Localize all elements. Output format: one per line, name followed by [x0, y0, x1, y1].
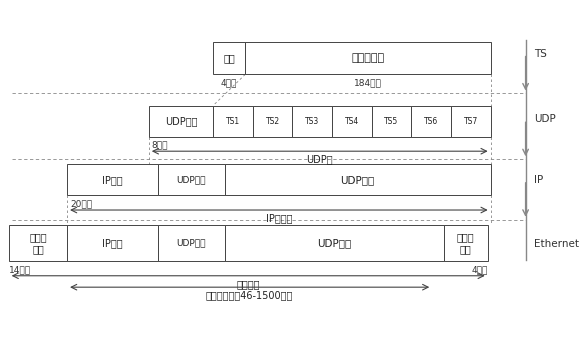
Text: 4字节: 4字节 — [221, 79, 238, 88]
Bar — [213, 42, 245, 74]
Text: TS3: TS3 — [305, 117, 319, 126]
Bar — [9, 225, 67, 261]
Text: UDP数据: UDP数据 — [317, 238, 352, 248]
Text: UDP首部: UDP首部 — [176, 175, 206, 184]
Text: IP: IP — [534, 175, 544, 185]
Bar — [245, 42, 491, 74]
Text: TS: TS — [534, 49, 547, 58]
Text: IP首部: IP首部 — [102, 238, 123, 248]
Text: TS6: TS6 — [424, 117, 438, 126]
Text: TS5: TS5 — [384, 117, 399, 126]
Bar — [158, 164, 225, 195]
Text: Ethernet: Ethernet — [534, 239, 579, 249]
Text: 以太网
尾部: 以太网 尾部 — [457, 232, 475, 254]
Bar — [332, 106, 371, 137]
Text: TS1: TS1 — [226, 117, 240, 126]
Text: 音视频数据: 音视频数据 — [352, 53, 384, 63]
Bar — [158, 225, 225, 261]
Bar — [225, 164, 491, 195]
Bar — [213, 106, 253, 137]
Bar — [67, 225, 158, 261]
Bar — [293, 106, 332, 137]
Text: 以太网
首部: 以太网 首部 — [29, 232, 47, 254]
Text: UDP数据: UDP数据 — [340, 175, 375, 185]
Bar — [411, 106, 451, 137]
Bar — [67, 164, 158, 195]
Text: 184字节: 184字节 — [354, 79, 382, 88]
Text: IP首部: IP首部 — [102, 175, 123, 185]
Text: UDP段: UDP段 — [307, 155, 333, 165]
Text: 4字节: 4字节 — [471, 265, 488, 274]
Bar — [225, 225, 444, 261]
Text: UDP首部: UDP首部 — [176, 238, 206, 248]
Text: IP数据报: IP数据报 — [266, 213, 292, 224]
Text: TS7: TS7 — [464, 117, 478, 126]
Text: UDP: UDP — [534, 115, 556, 124]
Text: 以太网帧: 以太网帧 — [237, 279, 260, 289]
Text: UDP首部: UDP首部 — [165, 116, 197, 126]
Bar — [253, 106, 293, 137]
Text: 以太网数据咄46-1500字节: 以太网数据咄46-1500字节 — [206, 291, 293, 301]
Text: 8字节: 8字节 — [152, 141, 168, 150]
Bar — [371, 106, 411, 137]
Bar — [444, 225, 488, 261]
Bar — [451, 106, 491, 137]
Text: 14字节: 14字节 — [9, 265, 31, 274]
Text: TS4: TS4 — [345, 117, 359, 126]
Text: 20字节: 20字节 — [70, 200, 92, 209]
Text: TS2: TS2 — [266, 117, 280, 126]
Text: 头部: 头部 — [223, 53, 235, 63]
Bar — [149, 106, 213, 137]
